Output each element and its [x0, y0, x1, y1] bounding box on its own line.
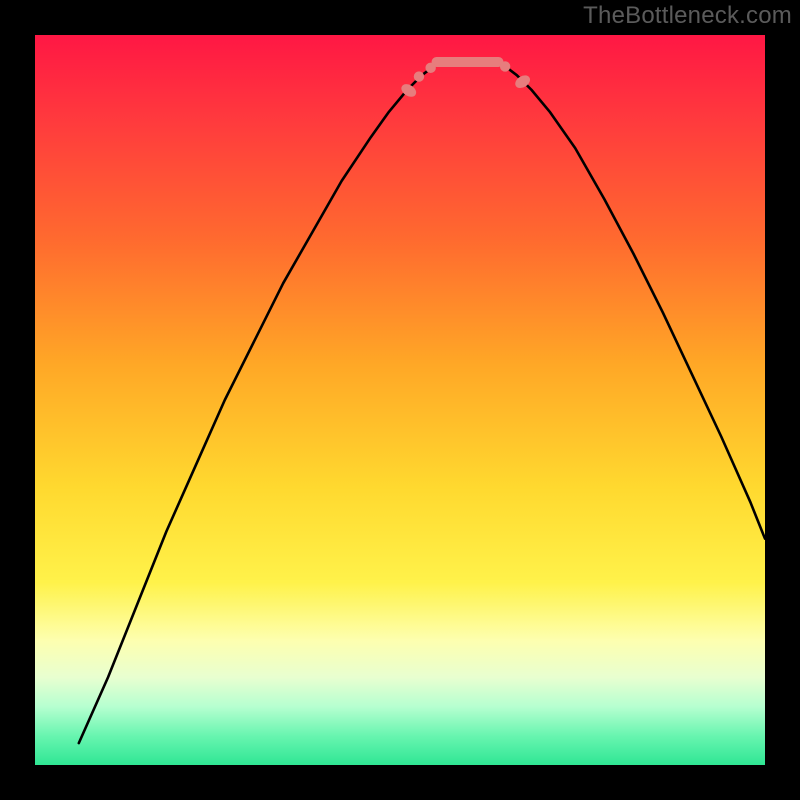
watermark-text: TheBottleneck.com	[583, 2, 792, 30]
plot-gradient-bg	[35, 35, 765, 765]
chart-stage: TheBottleneck.com	[0, 0, 800, 800]
marker-dot-left-0	[414, 71, 424, 81]
marker-dot-right-0	[500, 61, 510, 71]
chart-svg	[0, 0, 800, 800]
marker-dot-left-1	[425, 63, 435, 73]
